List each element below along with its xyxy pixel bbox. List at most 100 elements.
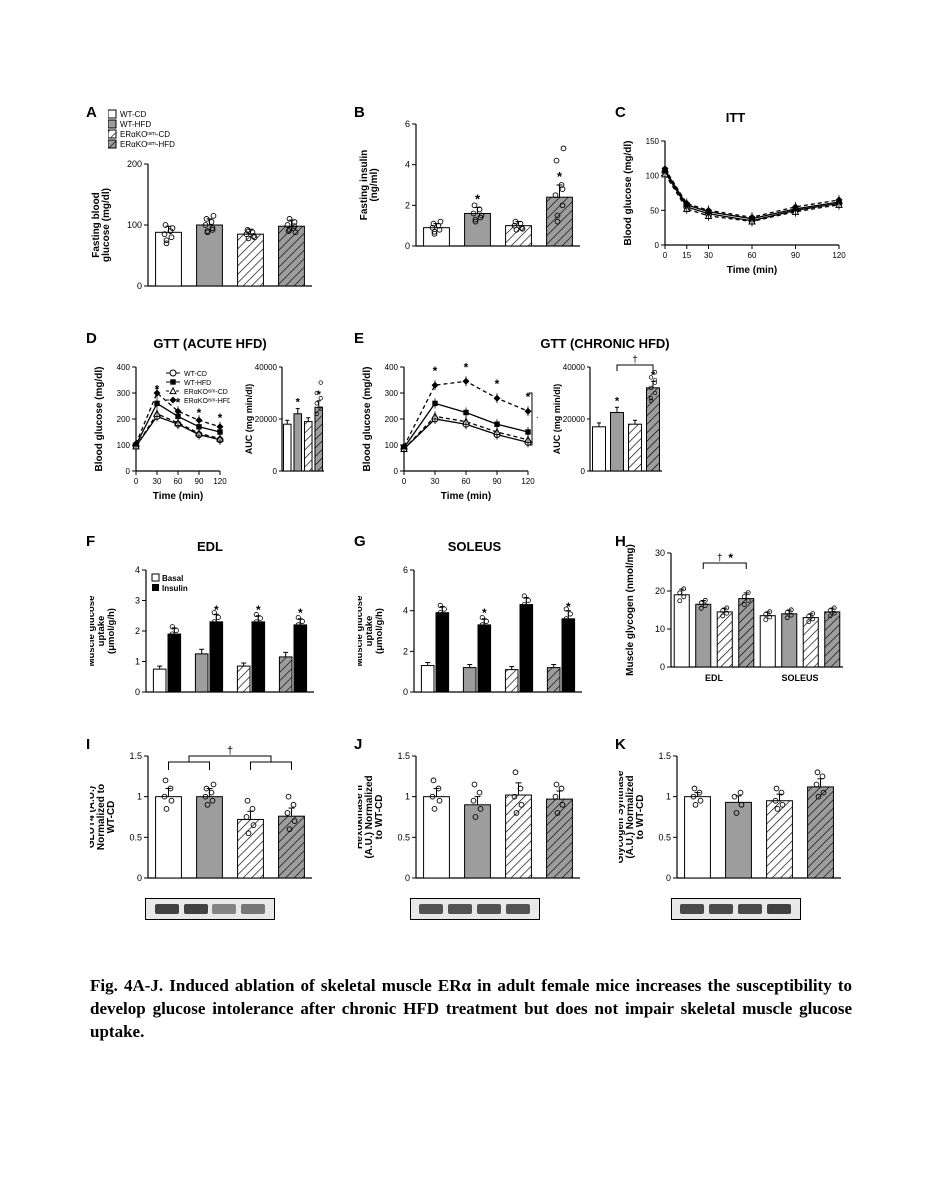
svg-text:0: 0 (663, 251, 668, 260)
svg-text:200: 200 (385, 415, 399, 424)
svg-text:*: * (317, 389, 322, 401)
svg-text:*: * (651, 369, 656, 381)
svg-text:120: 120 (832, 251, 846, 260)
svg-text:60: 60 (462, 477, 471, 486)
svg-text:20000: 20000 (563, 415, 586, 424)
panel-letter: J (354, 736, 362, 753)
svg-text:SOLEUS: SOLEUS (781, 673, 818, 683)
panel-B: B0246Fasting insulin(ng/ml)** (358, 110, 591, 300)
panel-J: J00.511.5Hexokinase II(A.U.) Normalizedt… (358, 742, 591, 920)
svg-text:*: * (433, 364, 438, 378)
svg-text:0: 0 (137, 281, 142, 291)
svg-text:1.5: 1.5 (397, 751, 410, 761)
panel-title: GTT (ACUTE HFD) (90, 336, 330, 351)
svg-text:200: 200 (117, 415, 131, 424)
panel-title: GTT (CHRONIC HFD) (358, 336, 852, 351)
svg-text:*: * (214, 603, 219, 617)
svg-text:EDL: EDL (705, 673, 724, 683)
panel-letter: H (615, 533, 626, 550)
svg-text:10: 10 (655, 624, 665, 634)
svg-text:120: 120 (213, 477, 227, 486)
svg-text:0: 0 (581, 467, 586, 476)
panel-letter: I (86, 736, 90, 753)
svg-text:30: 30 (704, 251, 713, 260)
svg-text:3: 3 (135, 596, 140, 606)
svg-text:WT-CD: WT-CD (184, 371, 207, 378)
svg-text:20000: 20000 (255, 415, 278, 424)
svg-text:*: * (495, 377, 500, 391)
svg-text:*: * (728, 551, 733, 565)
svg-text:ERαKOᶦˢᵐ-HFD: ERαKOᶦˢᵐ-HFD (120, 140, 175, 149)
svg-text:1: 1 (137, 792, 142, 802)
svg-text:*: * (615, 395, 620, 407)
panel-title: SOLEUS (358, 539, 591, 554)
svg-text:*: * (557, 169, 563, 184)
svg-text:0: 0 (135, 687, 140, 697)
svg-text:0.5: 0.5 (397, 832, 410, 842)
svg-text:*: * (298, 606, 303, 620)
western-blot (671, 898, 801, 920)
svg-text:Muscle glucoseuptake(μmol/g/h): Muscle glucoseuptake(μmol/g/h) (90, 596, 117, 667)
svg-text:50: 50 (650, 206, 659, 215)
svg-text:0: 0 (134, 477, 139, 486)
svg-text:4: 4 (405, 160, 410, 170)
panel-H: H0102030Muscle glycogen (nmol/mg)EDLSOLE… (619, 539, 852, 706)
panel-G: GSOLEUS0246Muscle glucoseuptake(μmol/g/h… (358, 539, 591, 706)
svg-text:100: 100 (127, 220, 142, 230)
panel-I: I00.511.5GLUT4 (A.U.)Normalized toWT-CD† (90, 742, 330, 920)
svg-text:30: 30 (153, 477, 162, 486)
svg-text:120: 120 (521, 477, 535, 486)
svg-text:0: 0 (126, 467, 131, 476)
svg-text:GLUT4 (A.U.)Normalized toWT-CD: GLUT4 (A.U.)Normalized toWT-CD (90, 784, 117, 850)
svg-text:†: † (227, 745, 233, 757)
svg-text:0: 0 (405, 241, 410, 251)
svg-text:ERαKOᶦˢᵐ-CD: ERαKOᶦˢᵐ-CD (184, 389, 228, 396)
svg-text:Muscle glycogen (nmol/mg): Muscle glycogen (nmol/mg) (625, 544, 636, 676)
svg-text:Blood glucose (mg/dl): Blood glucose (mg/dl) (94, 367, 105, 472)
panel-D: DGTT (ACUTE HFD)01002003004000306090120T… (90, 336, 330, 503)
svg-text:*: * (566, 600, 571, 614)
svg-text:90: 90 (195, 477, 204, 486)
svg-text:Fasting insulin(ng/ml): Fasting insulin(ng/ml) (359, 150, 380, 221)
panel-E: EGTT (CHRONIC HFD)0100200300400030609012… (358, 336, 852, 503)
western-blot (410, 898, 540, 920)
svg-text:Insulin: Insulin (162, 584, 188, 593)
svg-text:30: 30 (431, 477, 440, 486)
svg-text:0.5: 0.5 (658, 832, 671, 842)
svg-text:Fasting bloodglucose (mg/dl): Fasting bloodglucose (mg/dl) (91, 188, 112, 262)
svg-text:†: † (717, 553, 723, 564)
legend-main: WT-CDWT-HFDERαKOᶦˢᵐ-CDERαKOᶦˢᵐ-HFD (108, 106, 258, 150)
svg-text:60: 60 (174, 477, 183, 486)
svg-text:WT-CD: WT-CD (120, 110, 146, 119)
svg-text:2: 2 (405, 200, 410, 210)
svg-text:90: 90 (493, 477, 502, 486)
svg-text:60: 60 (748, 251, 757, 260)
svg-text:WT-HFD: WT-HFD (120, 120, 151, 129)
panel-C: CITT050100150015306090120Time (min)Blood… (619, 110, 852, 300)
svg-text:6: 6 (403, 565, 408, 575)
svg-text:300: 300 (385, 389, 399, 398)
svg-text:0: 0 (402, 477, 407, 486)
figure-caption: Fig. 4A-J. Induced ablation of skeletal … (90, 975, 852, 1044)
svg-text:40000: 40000 (255, 363, 278, 372)
panel-letter: E (354, 330, 364, 347)
svg-text:6: 6 (405, 119, 410, 129)
panel-letter: K (615, 736, 626, 753)
svg-text:Time (min): Time (min) (441, 491, 491, 502)
svg-text:100: 100 (385, 441, 399, 450)
svg-text:40000: 40000 (563, 363, 586, 372)
panel-title: EDL (90, 539, 330, 554)
western-blot (145, 898, 275, 920)
svg-text:400: 400 (385, 363, 399, 372)
svg-text:1: 1 (666, 792, 671, 802)
svg-text:4: 4 (403, 606, 408, 616)
panel-letter: C (615, 104, 626, 121)
svg-text:1: 1 (405, 792, 410, 802)
svg-text:0: 0 (403, 687, 408, 697)
svg-text:1.5: 1.5 (658, 751, 671, 761)
svg-text:30: 30 (655, 548, 665, 558)
svg-text:100: 100 (646, 172, 660, 181)
svg-text:Glycogen Synthase(A.U.) Normal: Glycogen Synthase(A.U.) Normalizedto WT-… (619, 770, 646, 863)
svg-text:ERαKOᶦˢᵐ-CD: ERαKOᶦˢᵐ-CD (120, 130, 170, 139)
svg-text:*: * (526, 390, 531, 404)
